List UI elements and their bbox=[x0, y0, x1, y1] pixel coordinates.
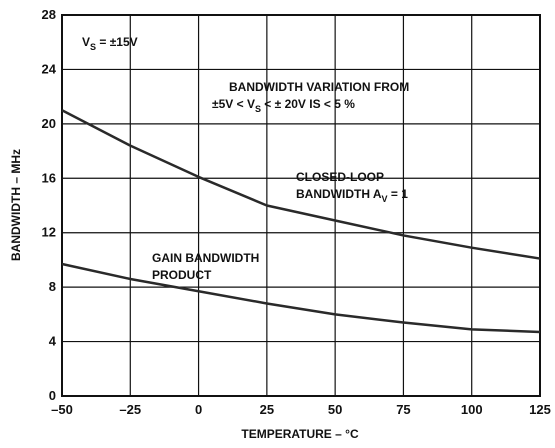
annotation: VS = ±15V bbox=[82, 35, 138, 52]
annotation: GAIN BANDWIDTH bbox=[152, 251, 259, 265]
annotation-text: V bbox=[82, 35, 90, 49]
x-tick-label: –25 bbox=[119, 402, 141, 417]
x-tick-label: 100 bbox=[461, 402, 483, 417]
y-tick-label: 4 bbox=[49, 334, 57, 349]
annotation: BANDWIDTH VARIATION FROM bbox=[229, 80, 409, 94]
annotation-text: < ± 20V IS < 5 % bbox=[261, 97, 355, 111]
line-series bbox=[61, 262, 541, 334]
annotation-text: = ±15V bbox=[96, 35, 138, 49]
annotation-text: BANDWIDTH A bbox=[296, 187, 382, 201]
annotation-text: S bbox=[255, 104, 261, 114]
x-tick-label: 75 bbox=[396, 402, 410, 417]
x-tick-label: 125 bbox=[529, 402, 551, 417]
annotation-text: GAIN BANDWIDTH bbox=[152, 251, 259, 265]
y-tick-label: 0 bbox=[49, 388, 56, 403]
annotation-text: = 1 bbox=[388, 187, 409, 201]
x-tick-label: 25 bbox=[260, 402, 274, 417]
y-tick-label: 16 bbox=[42, 170, 56, 185]
annotation: PRODUCT bbox=[152, 268, 212, 282]
y-tick-label: 20 bbox=[42, 116, 56, 131]
plot-frame bbox=[61, 14, 541, 397]
y-tick-label: 12 bbox=[42, 225, 56, 240]
x-tick-label: 50 bbox=[328, 402, 342, 417]
annotation-text: ±5V < V bbox=[212, 97, 255, 111]
annotation: CLOSED-LOOP bbox=[296, 170, 384, 184]
annotation-text: PRODUCT bbox=[152, 268, 212, 282]
annotation-text: BANDWIDTH VARIATION FROM bbox=[229, 80, 409, 94]
y-tick-label: 8 bbox=[49, 279, 56, 294]
annotation-text: S bbox=[90, 42, 96, 52]
annotation-text: V bbox=[382, 194, 388, 204]
annotation: BANDWIDTH AV = 1 bbox=[296, 187, 408, 204]
annotation: ±5V < VS < ± 20V IS < 5 % bbox=[212, 97, 355, 114]
y-tick-label: 24 bbox=[42, 61, 57, 76]
x-axis-label: TEMPERATURE – °C bbox=[241, 427, 359, 441]
y-tick-label: 28 bbox=[42, 7, 56, 22]
x-tick-label: –50 bbox=[51, 402, 73, 417]
annotation-text: CLOSED-LOOP bbox=[296, 170, 384, 184]
y-axis-label: BANDWIDTH – MHz bbox=[9, 149, 23, 261]
line-series bbox=[61, 109, 541, 260]
x-tick-label: 0 bbox=[195, 402, 202, 417]
